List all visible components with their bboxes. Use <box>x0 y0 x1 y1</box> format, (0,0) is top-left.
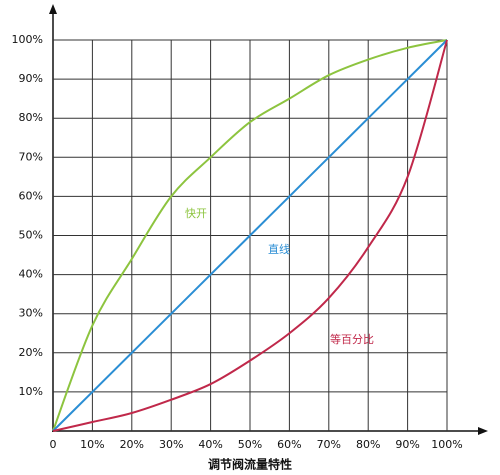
y-tick-label: 100% <box>12 33 43 46</box>
y-tick-label: 30% <box>19 307 43 320</box>
x-tick-label: 20% <box>120 438 144 451</box>
x-tick-label: 10% <box>80 438 104 451</box>
x-tick-label: 0 <box>50 438 57 451</box>
series-line <box>52 39 448 432</box>
y-arrow <box>49 4 57 14</box>
y-tick-label: 20% <box>19 346 43 359</box>
series-line <box>52 39 448 432</box>
x-tick-label: 100% <box>431 438 462 451</box>
y-tick-label: 50% <box>19 229 43 242</box>
y-tick-label: 40% <box>19 268 43 281</box>
x-tick-label: 50% <box>238 438 262 451</box>
series-label: 等百分比 <box>330 332 374 346</box>
y-tick-label: 10% <box>19 385 43 398</box>
x-tick-label: 30% <box>159 438 183 451</box>
series-label: 直线 <box>268 242 290 256</box>
x-tick-label: 90% <box>395 438 419 451</box>
x-tick-label: 60% <box>277 438 301 451</box>
chart-title: 调节阀流量特性 <box>208 457 292 472</box>
x-arrow <box>478 427 488 435</box>
y-tick-label: 60% <box>19 189 43 202</box>
x-tick-label: 80% <box>356 438 380 451</box>
y-tick-label: 70% <box>19 150 43 163</box>
x-tick-label: 40% <box>198 438 222 451</box>
y-tick-label: 80% <box>19 111 43 124</box>
y-tick-label: 90% <box>19 72 43 85</box>
series-line <box>52 39 448 432</box>
x-tick-label: 70% <box>317 438 341 451</box>
series-label: 快开 <box>185 207 207 220</box>
